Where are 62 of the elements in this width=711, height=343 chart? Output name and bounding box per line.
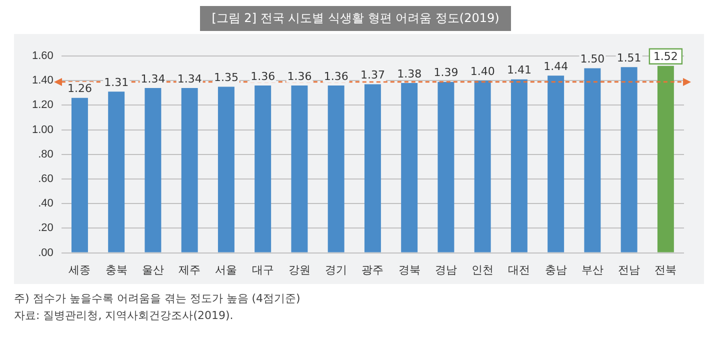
x-tick-label: 인천 — [472, 264, 494, 276]
data-label: 1.36 — [250, 70, 276, 83]
data-label: 1.40 — [470, 64, 495, 78]
x-tick-label: 대구 — [252, 264, 274, 276]
bar — [144, 88, 162, 252]
bar — [108, 92, 125, 252]
data-label: 1.31 — [104, 76, 129, 90]
data-label: 1.37 — [360, 68, 385, 82]
bar — [474, 80, 491, 252]
bar — [218, 86, 234, 252]
text: 자료: 질병관리청, 지역사회건강조사(2019). — [14, 308, 234, 324]
data-label: 1.50 — [580, 52, 605, 66]
bar — [181, 88, 198, 252]
y-tick-label: 1.00 — [32, 124, 54, 136]
y-tick-label: 1.60 — [32, 50, 54, 62]
x-tick-label: 광주 — [362, 264, 384, 276]
x-tick-label: 부산 — [581, 264, 604, 276]
x-tick-label: 충남 — [544, 264, 567, 276]
data-label: 1.34 — [140, 72, 166, 86]
data-label: 1.35 — [214, 71, 238, 84]
data-label: 1.36 — [324, 70, 348, 83]
x-tick-label: 충북 — [105, 264, 128, 276]
bar — [364, 84, 381, 252]
x-tick-label: 경남 — [434, 264, 457, 276]
x-tick-label: 전북 — [654, 264, 677, 276]
x-tick-label: 서울 — [215, 264, 238, 276]
data-label: 1.52 — [653, 50, 678, 64]
x-tick-label: 경기 — [325, 264, 348, 276]
data-label: 1.26 — [67, 82, 92, 96]
data-label: 1.51 — [616, 51, 642, 64]
bar — [401, 83, 418, 252]
bar — [438, 82, 454, 252]
x-tick-label: 세종 — [68, 264, 91, 276]
bar — [620, 67, 638, 252]
x-tick-label: 제주 — [178, 264, 201, 276]
data-label: 1.41 — [506, 64, 532, 77]
bar — [254, 86, 272, 252]
y-tick-label: .40 — [38, 198, 54, 210]
x-tick-label: 경북 — [398, 264, 420, 276]
y-tick-label: 1.20 — [32, 99, 54, 112]
bar — [328, 86, 344, 252]
data-label: 1.36 — [287, 70, 312, 83]
bar — [71, 98, 88, 252]
data-label: 1.44 — [544, 60, 568, 74]
bar — [510, 79, 528, 252]
text: 주) 점수가 높을수록 어려움을 겪는 정도가 높음 (4점기준) — [14, 291, 300, 307]
bar — [584, 68, 601, 252]
chart-title: [그림 2] 전국 시도별 식생활 형편 어려움 정도(2019) — [200, 6, 512, 31]
y-tick-label: 1.40 — [32, 74, 54, 87]
bar — [291, 86, 308, 252]
data-label: 1.34 — [177, 72, 202, 86]
data-label: 1.39 — [434, 66, 458, 80]
bar — [548, 76, 564, 252]
y-tick-label: .00 — [38, 246, 54, 259]
data-label: 1.38 — [397, 67, 422, 80]
x-tick-label: 전남 — [618, 264, 640, 276]
y-tick-label: .60 — [38, 173, 54, 186]
x-tick-label: 대전 — [508, 264, 530, 276]
y-tick-label: .80 — [38, 148, 54, 160]
x-tick-label: 울산 — [142, 264, 164, 276]
y-tick-label: .20 — [38, 222, 54, 234]
x-tick-label: 강원 — [288, 264, 310, 276]
